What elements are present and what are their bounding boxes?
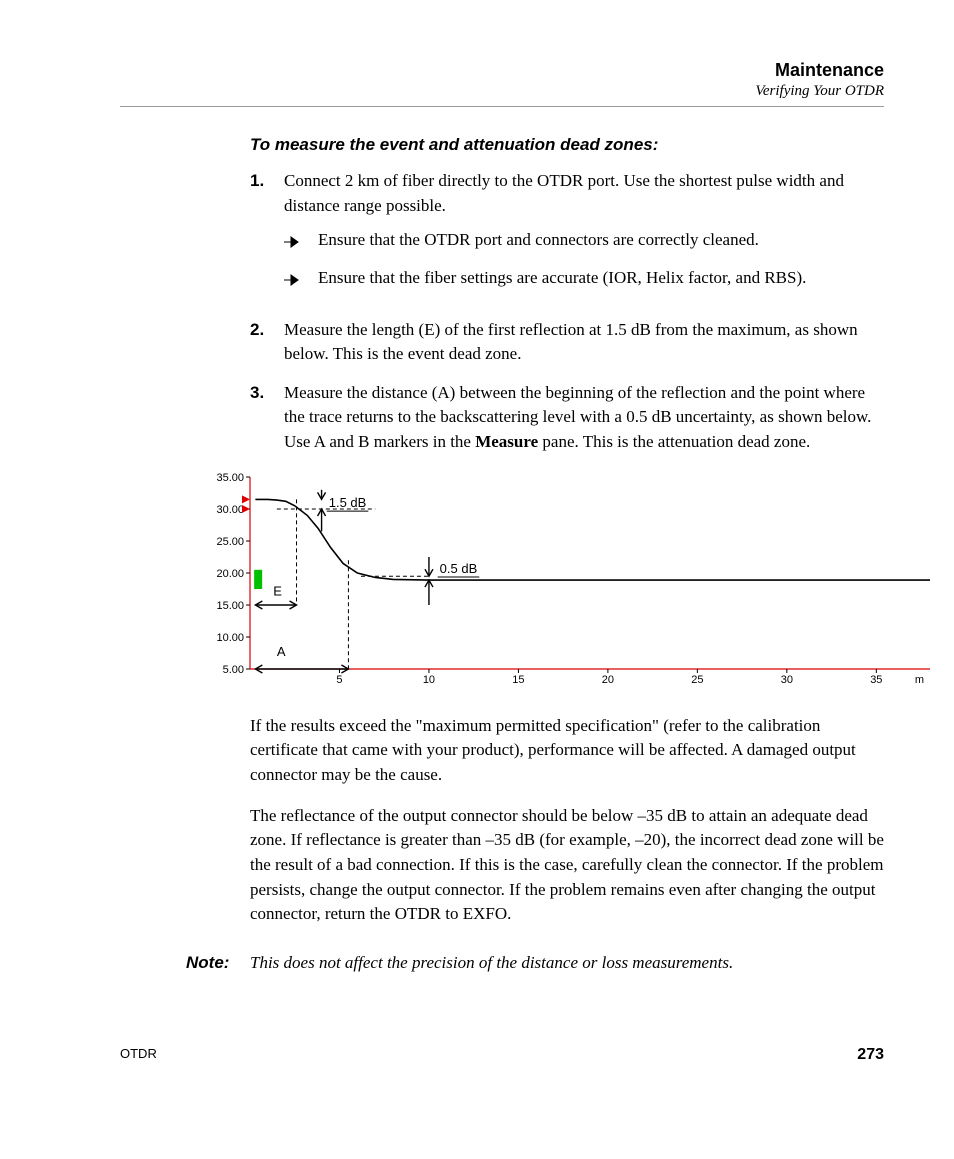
substep-text: Ensure that the OTDR port and connectors… xyxy=(318,228,884,256)
svg-text:E: E xyxy=(273,583,282,598)
header-rule xyxy=(120,106,884,107)
note-text: This does not affect the precision of th… xyxy=(250,951,884,976)
step-body: Measure the length (E) of the first refl… xyxy=(284,318,884,367)
svg-text:25.00: 25.00 xyxy=(216,536,244,548)
bullet-arrow-icon xyxy=(284,266,318,294)
svg-text:30.00: 30.00 xyxy=(216,504,244,516)
step-body: Measure the distance (A) between the beg… xyxy=(284,381,884,455)
svg-text:20.00: 20.00 xyxy=(216,568,244,580)
svg-text:35.00: 35.00 xyxy=(216,472,244,484)
svg-text:10: 10 xyxy=(423,674,435,686)
svg-text:5: 5 xyxy=(336,674,342,686)
svg-text:1.5 dB: 1.5 dB xyxy=(329,495,367,510)
section-title: Maintenance xyxy=(120,60,884,81)
content: To measure the event and attenuation dea… xyxy=(250,135,884,976)
svg-text:15: 15 xyxy=(512,674,524,686)
svg-text:10.00: 10.00 xyxy=(216,632,244,644)
svg-text:20: 20 xyxy=(602,674,614,686)
bullet-arrow-icon xyxy=(284,228,318,256)
substep-text: Ensure that the fiber settings are accur… xyxy=(318,266,884,294)
otdr-chart: 5.00 10.00 15.00 20.00 25.00 30.00 35.00 5 10 15 2… xyxy=(190,469,950,694)
svg-text:25: 25 xyxy=(691,674,703,686)
paragraph: The reflectance of the output connector … xyxy=(250,804,884,927)
svg-text:30: 30 xyxy=(781,674,793,686)
svg-text:15.00: 15.00 xyxy=(216,600,244,612)
step-number: 2. xyxy=(250,318,284,367)
footer-product: OTDR xyxy=(120,1046,157,1064)
step-body: Connect 2 km of fiber directly to the OT… xyxy=(284,169,884,304)
svg-text:A: A xyxy=(277,644,286,659)
svg-text:5.00: 5.00 xyxy=(223,664,244,676)
procedure-title: To measure the event and attenuation dea… xyxy=(250,135,884,155)
section-subtitle: Verifying Your OTDR xyxy=(120,83,884,100)
svg-text:35: 35 xyxy=(870,674,882,686)
svg-text:m: m xyxy=(915,674,924,686)
note-label: Note: xyxy=(186,951,250,976)
paragraph: If the results exceed the "maximum permi… xyxy=(250,714,884,788)
step-number: 1. xyxy=(250,169,284,304)
step-number: 3. xyxy=(250,381,284,455)
page-number: 273 xyxy=(857,1046,884,1064)
svg-text:0.5 dB: 0.5 dB xyxy=(440,561,478,576)
